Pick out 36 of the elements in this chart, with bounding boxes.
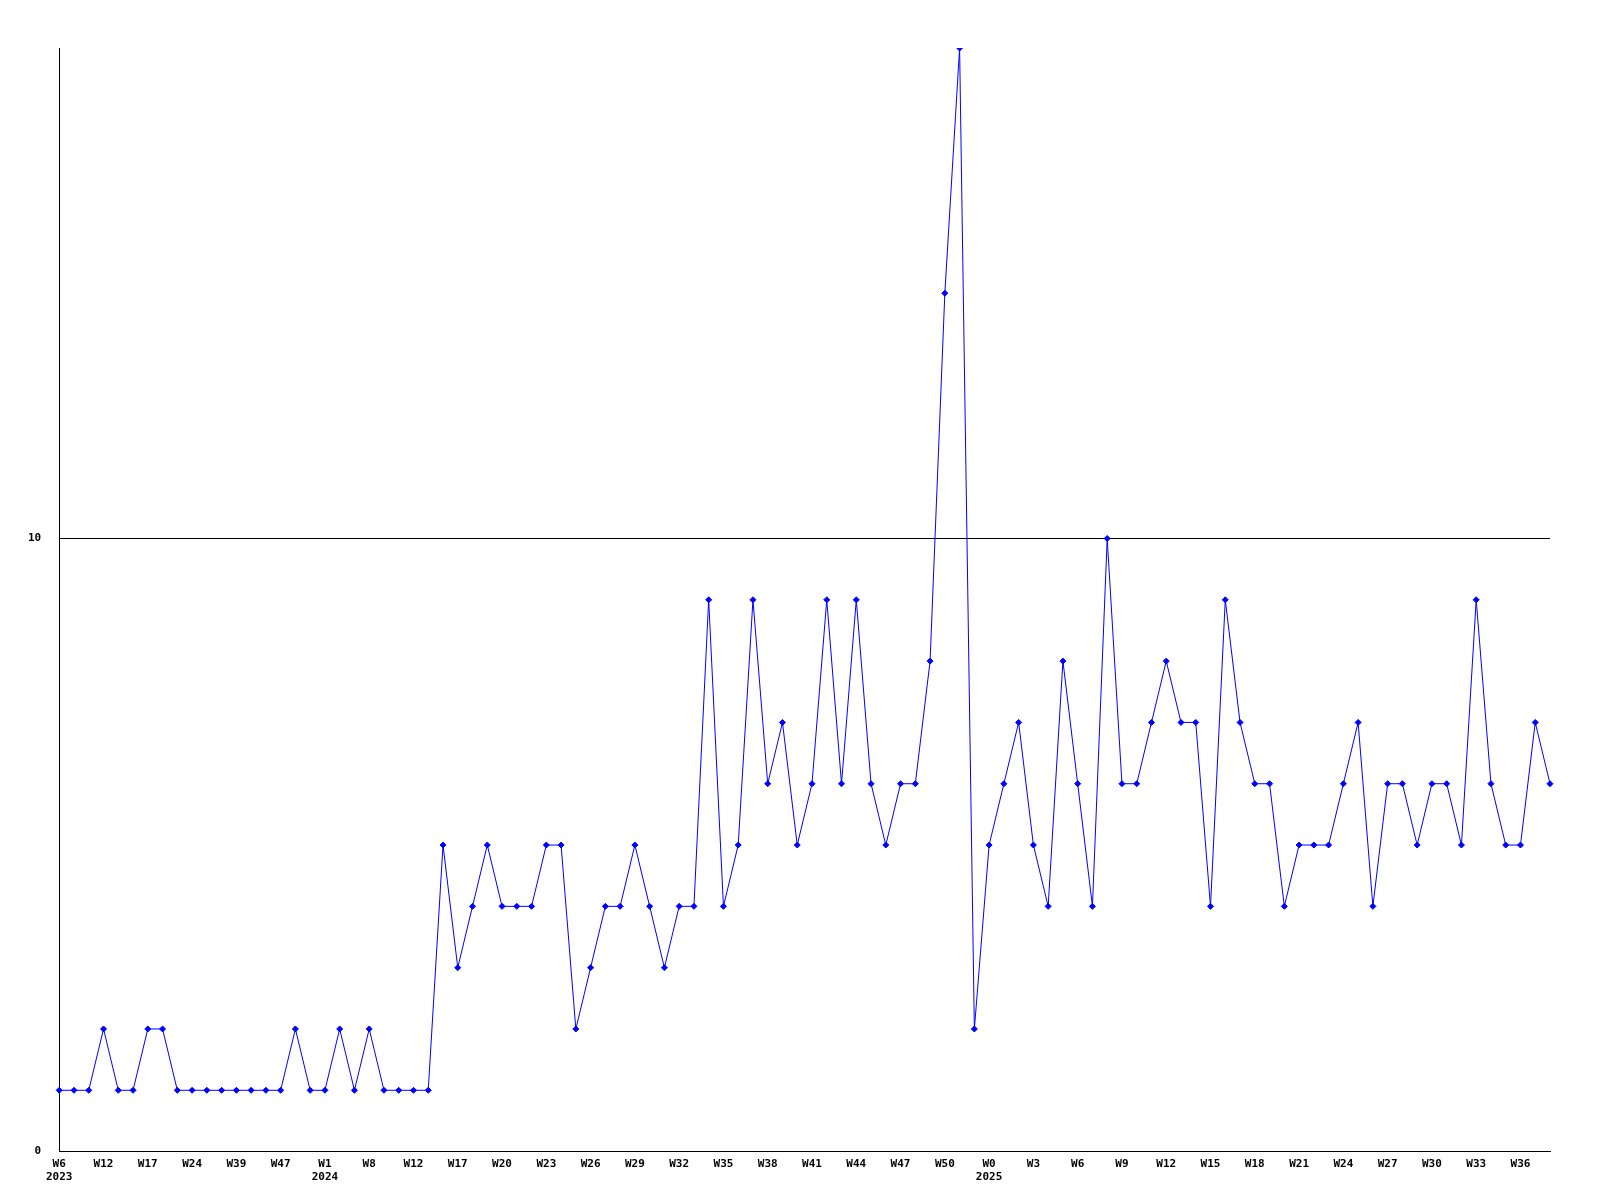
x-tick-label: W8 [362, 1157, 376, 1171]
x-tick-label: W18 [1244, 1157, 1265, 1171]
x-tick-label: W41 [802, 1157, 823, 1171]
x-tick-label: W26 [580, 1157, 601, 1171]
x-tick-label: W33 [1466, 1157, 1487, 1171]
x-tick-label: W32 [669, 1157, 690, 1171]
x-tick-label: W27 [1377, 1157, 1398, 1171]
x-tick-label: W3 [1026, 1157, 1041, 1171]
x-tick-label: W47 [270, 1157, 291, 1171]
x-tick-label: W0 2025 [975, 1157, 1003, 1184]
x-tick-label: W36 [1510, 1157, 1531, 1171]
x-tick-label: W44 [846, 1157, 867, 1171]
x-tick-label: W23 [536, 1157, 557, 1171]
y-tick-label: 0 [34, 1144, 42, 1158]
x-tick-label: W24 [1333, 1157, 1354, 1171]
x-tick-label: W38 [757, 1157, 778, 1171]
x-tick-label: W30 [1421, 1157, 1442, 1171]
x-tick-label: W6 2023 [46, 1157, 73, 1184]
x-tick-label: W17 [447, 1157, 468, 1171]
x-tick-label: W50 [934, 1157, 955, 1171]
y-tick-label: 10 [28, 531, 42, 545]
x-tick-label: W47 [890, 1157, 911, 1171]
x-tick-label: W39 [226, 1157, 247, 1171]
x-tick-label: W35 [713, 1157, 734, 1171]
x-tick-label: W21 [1289, 1157, 1310, 1171]
x-tick-label: W17 [137, 1157, 158, 1171]
x-tick-label: W9 [1115, 1157, 1129, 1171]
x-tick-label: W1 2024 [311, 1157, 339, 1184]
x-tick-label: W24 [182, 1157, 203, 1171]
x-tick-label: W12 [403, 1157, 424, 1171]
x-tick-label: W12 [93, 1157, 114, 1171]
x-tick-label: W6 [1071, 1157, 1085, 1171]
x-tick-label: W29 [624, 1157, 645, 1171]
x-tick-label: W12 [1156, 1157, 1177, 1171]
x-tick-label: W15 [1200, 1157, 1221, 1171]
x-tick-label: W20 [492, 1157, 512, 1171]
